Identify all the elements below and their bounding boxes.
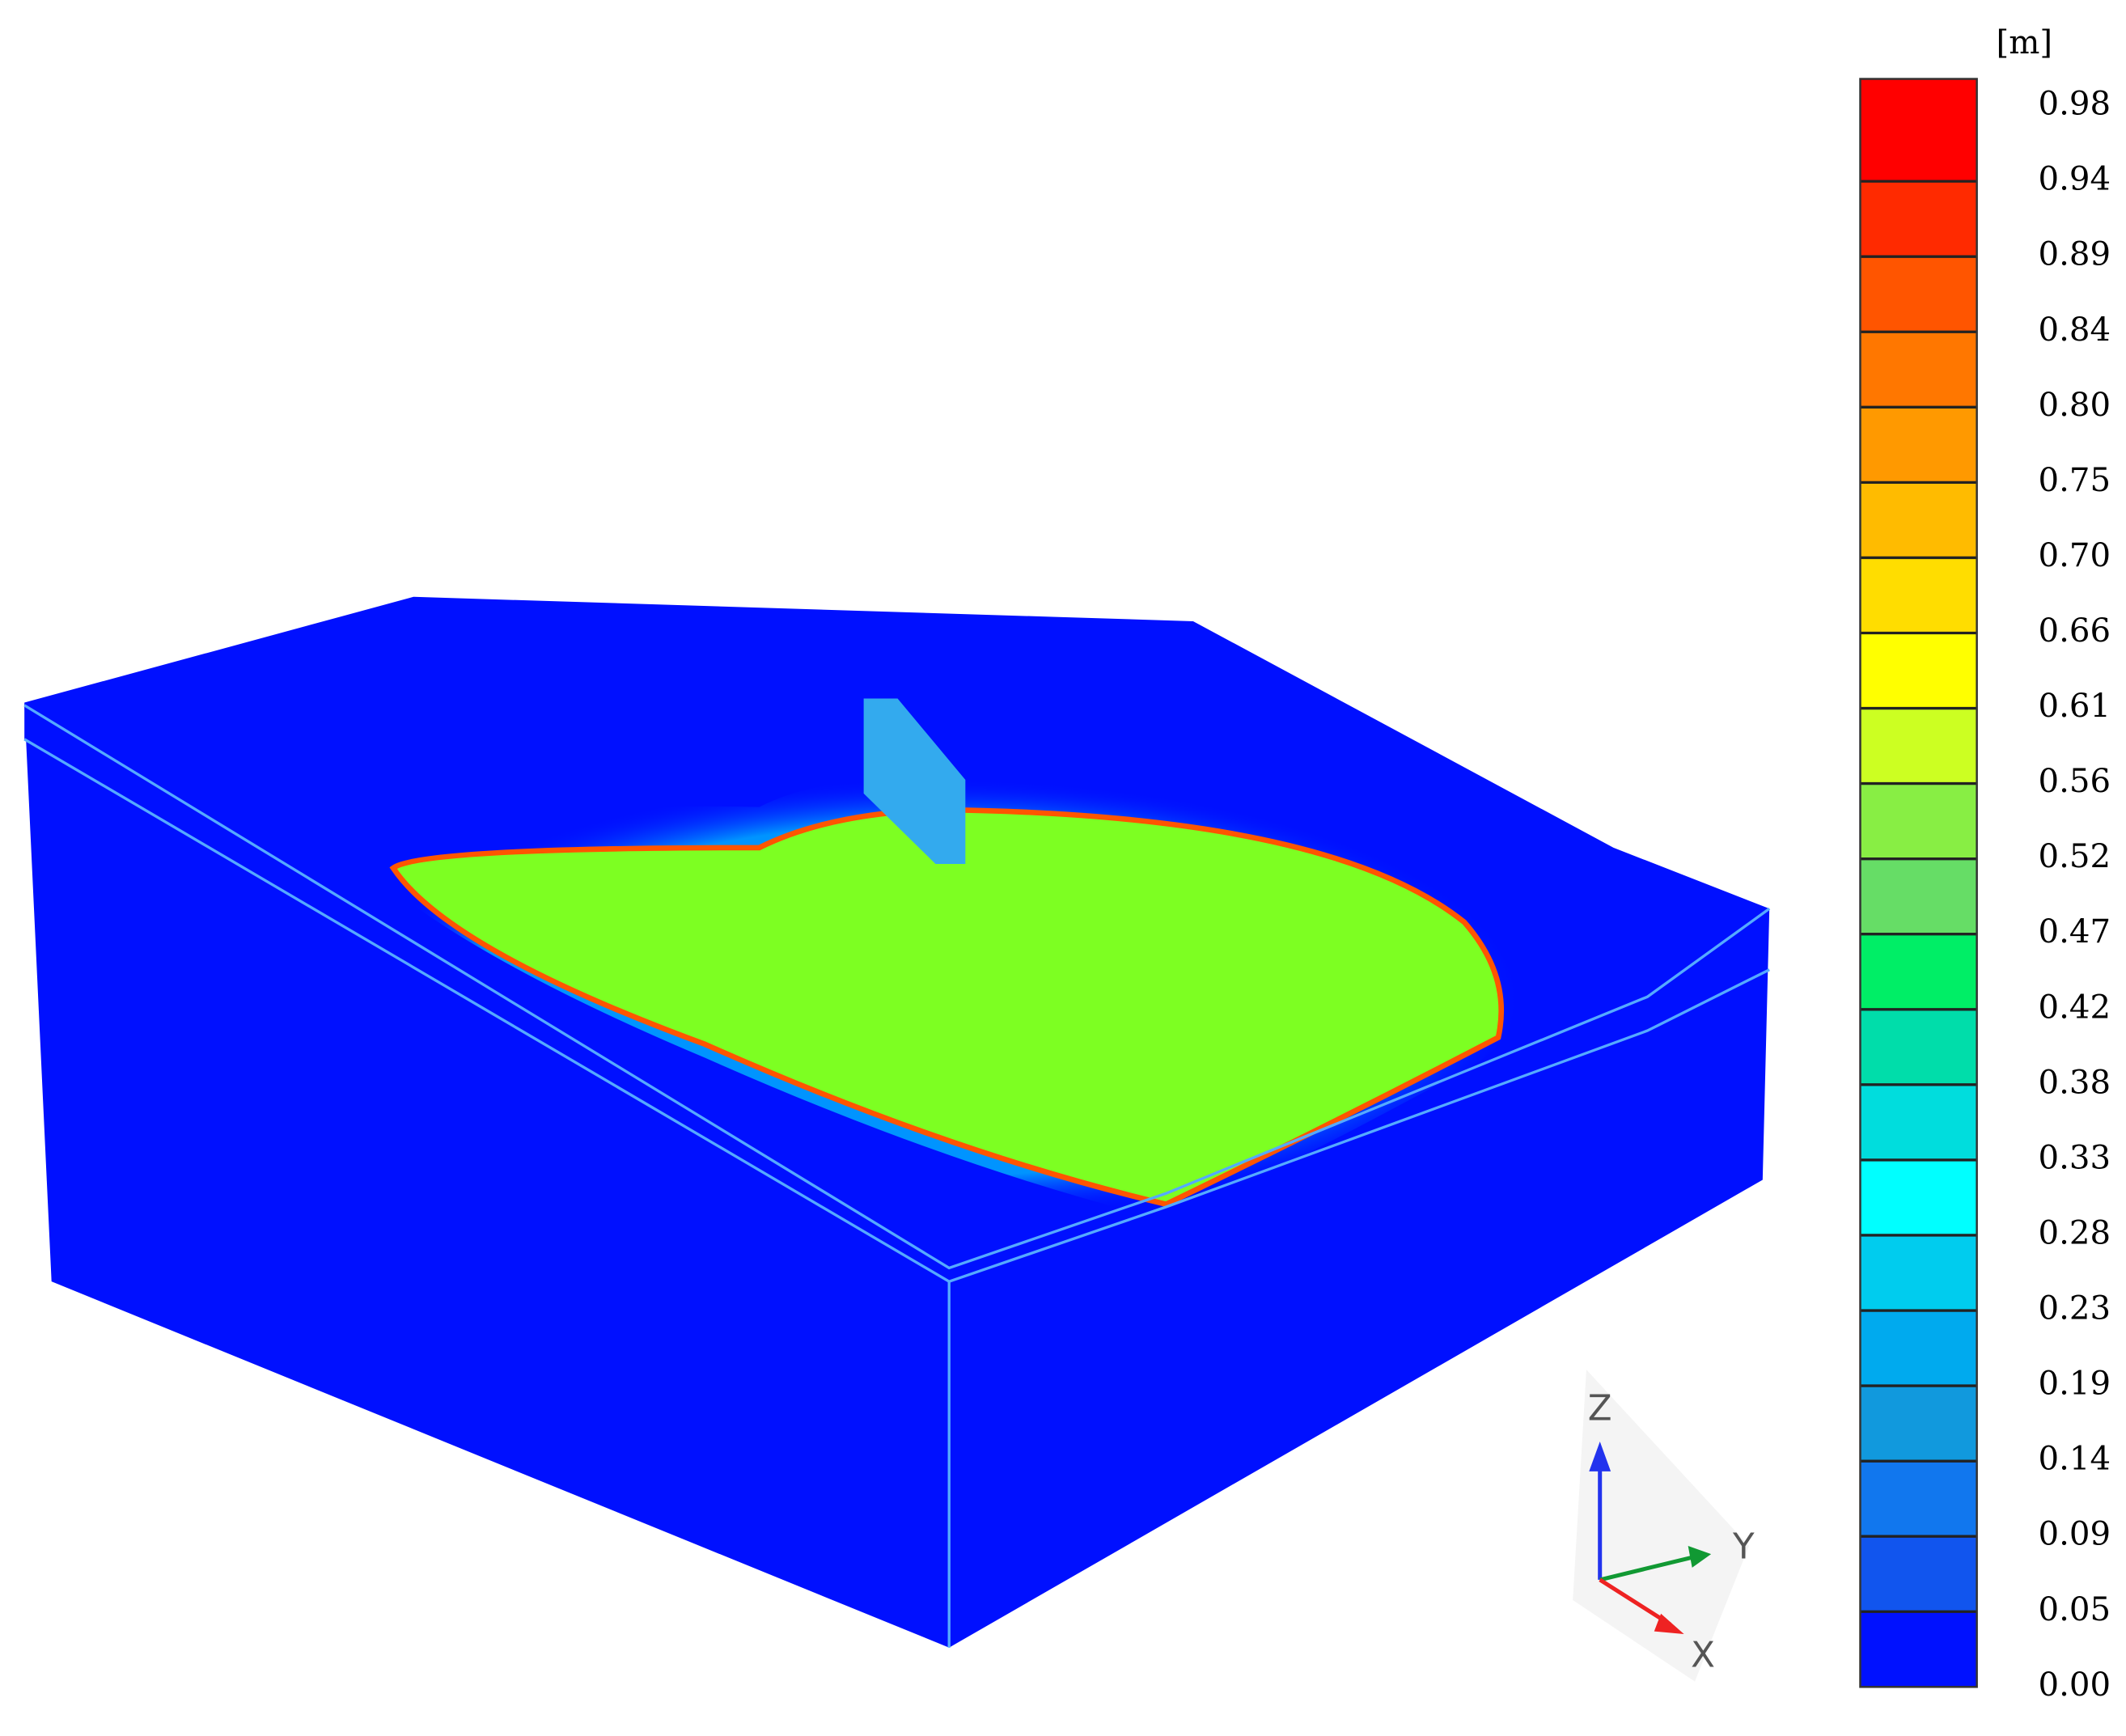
colorbar-label: 0.28 — [2039, 1214, 2111, 1251]
colorbar-label: 0.70 — [2039, 537, 2111, 574]
edge — [23, 704, 1771, 1270]
colorbar-label: 0.19 — [2039, 1366, 2111, 1403]
colorbar-band — [1860, 858, 1977, 934]
colorbar-label: 0.14 — [2039, 1441, 2111, 1478]
colorbar-label: 0.38 — [2039, 1064, 2111, 1101]
colorbar-label: 0.33 — [2039, 1139, 2111, 1176]
colorbar-band — [1860, 407, 1977, 483]
colorbar-band — [1860, 1159, 1977, 1235]
colorbar-band — [1860, 1386, 1977, 1462]
colorbar-label: 0.61 — [2039, 688, 2111, 725]
axis-label: X — [1691, 1635, 1715, 1675]
colorbar-band — [1860, 1009, 1977, 1085]
colorbar-label: 0.23 — [2039, 1290, 2111, 1327]
colorbar-label: 0.80 — [2039, 387, 2111, 424]
colorbar-label: 0.52 — [2039, 838, 2111, 875]
colorbar-band — [1860, 1461, 1977, 1537]
colorbar-band — [1860, 78, 1977, 182]
colorbar-label: 0.05 — [2039, 1591, 2111, 1628]
colorbar-label: 0.66 — [2039, 612, 2111, 650]
colorbar-band — [1860, 783, 1977, 859]
edge — [23, 738, 1770, 1284]
front-face — [24, 705, 950, 1648]
colorbar: 0.98 0.94 0.89 0.84 0.80 0.75 0.70 0.66 0.61 0.56… — [1859, 78, 2111, 1704]
colorbar-label: 0.09 — [2039, 1516, 2111, 1553]
axis-triad: Z Y X — [1573, 1370, 1755, 1682]
colorbar-label: 0.94 — [2039, 161, 2111, 198]
model — [23, 596, 1771, 1648]
colorbar-band — [1860, 934, 1977, 1010]
colorbar-band — [1860, 1084, 1977, 1160]
colorbar-label: 0.42 — [2039, 989, 2111, 1026]
colorbar-band — [1860, 1234, 1977, 1311]
saturated-zone — [389, 807, 1505, 1208]
colorbar-band — [1860, 633, 1977, 709]
colorbar-band — [1860, 1310, 1977, 1387]
right-face — [949, 908, 1770, 1648]
colorbar-label: 0.47 — [2039, 913, 2111, 951]
colorbar-unit: [m] — [1997, 24, 2053, 61]
colorbar-band — [1860, 708, 1977, 784]
colorbar-label: 0.56 — [2039, 763, 2111, 800]
colorbar-label: 0.75 — [2039, 462, 2111, 499]
colorbar-band — [1860, 332, 1977, 408]
colorbar-frame — [1859, 78, 1978, 1688]
colorbar-label: 0.00 — [2039, 1666, 2111, 1704]
axis-label: Y — [1732, 1526, 1755, 1567]
colorbar-band — [1860, 1536, 1977, 1612]
colorbar-band — [1860, 557, 1977, 633]
colorbar-band — [1860, 181, 1977, 257]
structure — [863, 698, 966, 864]
colorbar-label: 0.89 — [2039, 236, 2111, 273]
colorbar-band — [1860, 482, 1977, 558]
axis-label: Z — [1588, 1388, 1612, 1429]
colorbar-band — [1860, 1611, 1977, 1687]
colorbar-label: 0.84 — [2039, 311, 2111, 349]
colorbar-band — [1860, 256, 1977, 332]
colorbar-label: 0.98 — [2039, 86, 2111, 123]
